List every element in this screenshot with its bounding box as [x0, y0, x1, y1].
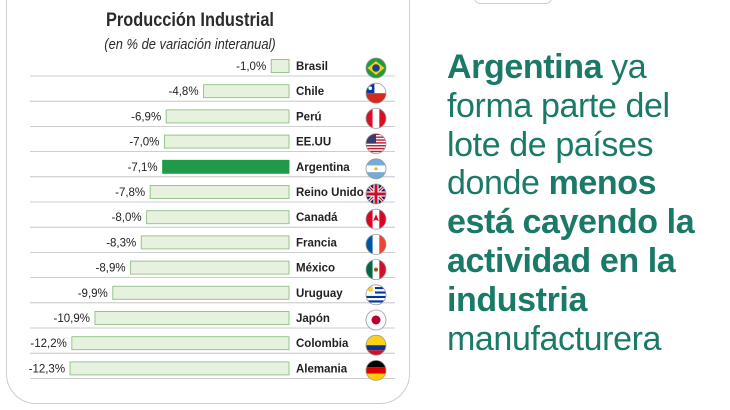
data-label: -7,0% — [129, 137, 159, 149]
headline-segment: manufacturera — [447, 319, 662, 358]
peru-flag-icon — [365, 108, 387, 129]
data-label: -12,2% — [30, 338, 66, 350]
category-label: Argentina — [296, 162, 350, 174]
category-label: Brasil — [296, 61, 328, 73]
bar — [149, 185, 290, 199]
colombia-flag-icon — [365, 334, 387, 356]
data-label: -8,9% — [96, 263, 126, 275]
category-label: Japón — [296, 313, 330, 325]
france-flag-icon — [365, 233, 387, 255]
brazil-flag-icon — [365, 57, 387, 79]
uruguay-flag-icon — [365, 284, 387, 306]
canada-flag-icon — [365, 208, 387, 230]
chile-flag-icon — [365, 82, 387, 104]
data-label: -8,3% — [106, 237, 136, 249]
headline: Argentina ya forma parte del lote de paí… — [447, 48, 727, 358]
uk-flag-icon — [365, 183, 387, 205]
chart-subtitle: (en % de variación interanual) — [104, 36, 276, 53]
mexico-flag-icon — [365, 259, 387, 281]
bar — [270, 59, 290, 73]
chart-title: Producción Industrial — [106, 10, 274, 31]
data-label: -8,0% — [112, 212, 142, 224]
headline-segment: menos está cayendo la actividad en la in… — [447, 164, 695, 319]
top-tab-decoration — [474, 0, 552, 4]
bar — [203, 84, 290, 99]
data-label: -10,9% — [54, 313, 90, 325]
category-label: Chile — [296, 86, 324, 98]
japan-flag-icon — [365, 309, 387, 331]
bar-chart: -1,0% Brasil -4,8% Chile -6,9% Perú -7,0% EE.UU… — [29, 57, 395, 381]
argentina-flag-icon — [365, 158, 387, 180]
bar — [140, 235, 290, 250]
bar — [69, 361, 290, 376]
headline-segment: ya forma parte del lote de países donde — [447, 48, 670, 203]
category-label: Reino Unido — [296, 187, 364, 199]
category-label: Uruguay — [296, 288, 343, 300]
category-label: Perú — [296, 111, 322, 123]
bar — [130, 260, 290, 275]
category-label: Canadá — [296, 212, 338, 224]
category-label: EE.UU — [296, 137, 331, 149]
bar — [162, 159, 290, 174]
data-label: -6,9% — [131, 111, 161, 123]
bar — [146, 210, 290, 225]
data-label: -12,3% — [29, 363, 65, 375]
data-label: -4,8% — [169, 86, 199, 98]
data-label: -7,8% — [115, 187, 145, 199]
category-label: Francia — [296, 237, 338, 249]
category-label: Colombia — [296, 338, 349, 350]
headline-segment: Argentina — [447, 48, 603, 86]
bar — [163, 134, 290, 149]
category-label: México — [296, 263, 335, 275]
germany-flag-icon — [365, 359, 387, 381]
bar — [94, 311, 290, 325]
data-label: -1,0% — [236, 61, 266, 73]
data-label: -7,1% — [128, 162, 158, 174]
bar — [71, 336, 290, 351]
bar — [112, 285, 290, 300]
category-label: Alemania — [296, 363, 348, 375]
bar — [165, 109, 290, 124]
data-label: -9,9% — [78, 288, 108, 300]
usa-flag-icon — [365, 133, 387, 155]
